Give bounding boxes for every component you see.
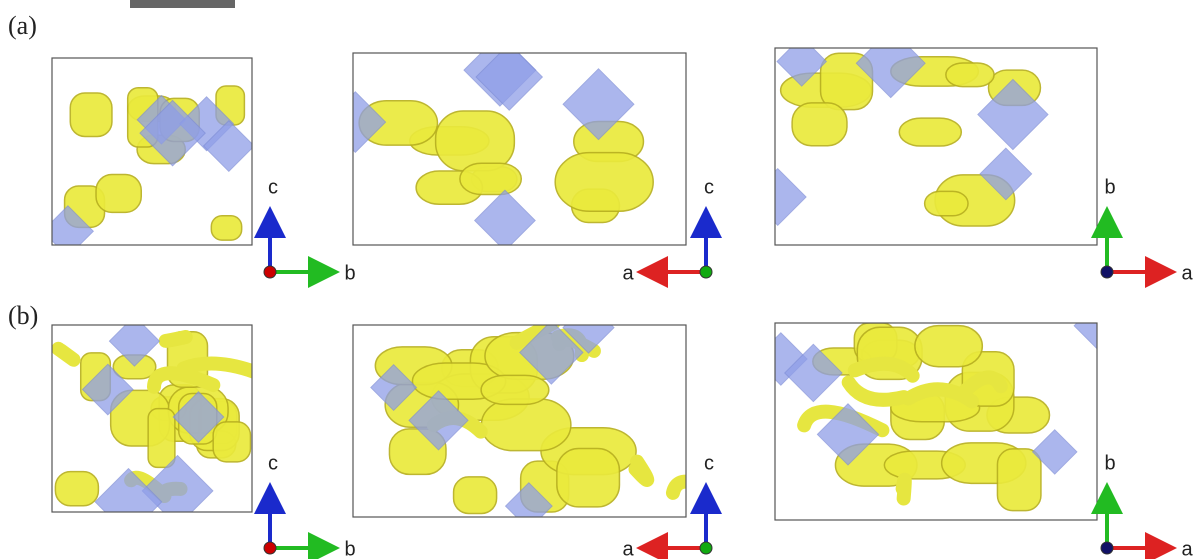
yellow-blob — [557, 448, 620, 506]
isosurface — [43, 58, 255, 257]
axis-label: c — [268, 176, 278, 198]
yellow-blob — [915, 326, 982, 367]
axis-label: c — [704, 452, 714, 474]
yellow-blob — [997, 449, 1040, 511]
yellow-tube — [636, 462, 648, 480]
axis-origin — [1101, 542, 1113, 554]
yellow-blob — [96, 175, 141, 213]
isosurface — [52, 316, 256, 535]
axis-origin — [264, 266, 276, 278]
panel-label: (a) — [8, 11, 37, 40]
structure-panel: cb — [52, 316, 356, 559]
yellow-blob — [213, 422, 250, 462]
yellow-blob — [899, 118, 961, 146]
yellow-blob — [460, 163, 521, 194]
yellow-blob — [454, 477, 497, 514]
axis-origin — [1101, 266, 1113, 278]
yellow-blob — [211, 216, 241, 240]
yellow-blob — [555, 153, 653, 212]
top-bar — [130, 0, 235, 8]
figure: (a)cbcaba(b)cbcaba — [0, 0, 1198, 559]
axis-origin — [264, 542, 276, 554]
axis-label: a — [1181, 538, 1193, 559]
yellow-blob — [792, 103, 847, 146]
yellow-blob — [148, 409, 175, 468]
structure-panel: cb — [43, 58, 356, 284]
yellow-blob — [481, 399, 570, 451]
axis-label: c — [704, 176, 714, 198]
isosurface — [749, 29, 1097, 245]
structure-panel: ca — [353, 302, 740, 559]
structure-panel: ba — [755, 303, 1194, 559]
structure-panel: ba — [749, 29, 1193, 284]
axis-origin — [700, 542, 712, 554]
yellow-tube — [166, 337, 186, 341]
yellow-blob — [946, 63, 994, 87]
panel-label: (b) — [8, 301, 38, 330]
yellow-tube — [903, 480, 905, 499]
axis-label: b — [344, 262, 355, 284]
structure-panel: ca — [325, 34, 714, 284]
yellow-blob — [70, 93, 112, 136]
axis-label: c — [268, 452, 278, 474]
axis-label: a — [622, 538, 634, 559]
axis-label: b — [344, 538, 355, 559]
yellow-blob — [55, 472, 98, 506]
axis-label: a — [622, 262, 634, 284]
yellow-tube — [58, 349, 73, 360]
yellow-blob — [925, 191, 968, 215]
isosurface — [755, 303, 1119, 520]
yellow-blob — [436, 111, 515, 171]
isosurface — [325, 34, 686, 250]
isosurface — [353, 302, 740, 529]
axis-label: b — [1104, 452, 1115, 474]
yellow-blob — [481, 375, 549, 404]
axis-label: b — [1104, 176, 1115, 198]
axis-label: a — [1181, 262, 1193, 284]
axis-origin — [700, 266, 712, 278]
